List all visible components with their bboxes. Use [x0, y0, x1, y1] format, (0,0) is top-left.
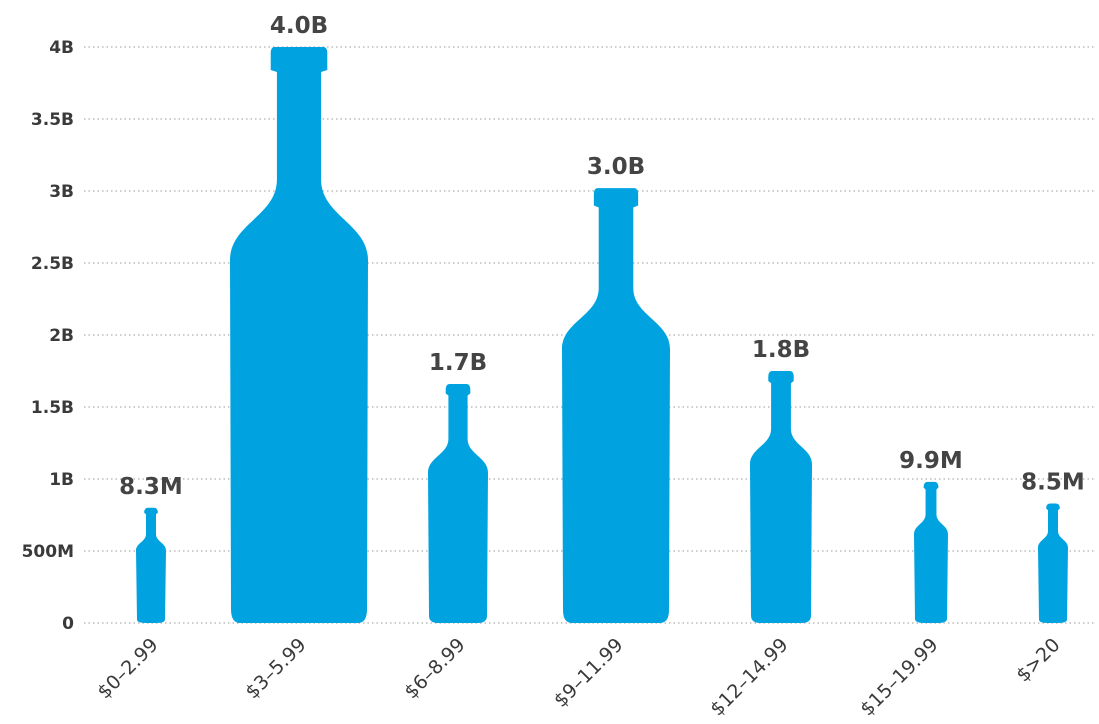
data-label: 1.8B [752, 337, 810, 363]
bottle-bar [136, 507, 166, 623]
data-label: 8.3M [119, 474, 183, 500]
data-label: 4.0B [270, 13, 328, 39]
bars-layer [136, 47, 1068, 623]
bottle-bar [1038, 503, 1068, 623]
y-tick-label: 3.5B [31, 110, 74, 130]
y-tick-label: 3B [49, 182, 74, 202]
bottle-bar [428, 383, 488, 623]
x-category-label: $3–5.99 [241, 634, 310, 703]
x-category-label: $12–14.99 [706, 634, 792, 720]
y-tick-label: 500M [22, 542, 74, 562]
y-tick-label: 2.5B [31, 254, 74, 274]
y-tick-label: 4B [49, 38, 74, 58]
data-label: 3.0B [587, 154, 645, 180]
y-tick-label: 2B [49, 326, 74, 346]
x-category-label: $6–8.99 [400, 634, 469, 703]
bottle-bar [562, 188, 670, 623]
bottle-bar [914, 481, 948, 623]
data-label: 9.9M [899, 448, 963, 474]
y-tick-label: 1B [49, 470, 74, 490]
x-category-label: $15–19.99 [856, 634, 942, 720]
bottle-bar [230, 47, 368, 623]
y-tick-label: 1.5B [31, 398, 74, 418]
bottle-bar [750, 371, 812, 623]
y-tick-label: 0 [62, 614, 74, 634]
data-label: 8.5M [1021, 469, 1085, 495]
x-category-label: $>20 [1012, 634, 1064, 686]
data-label: 1.7B [429, 350, 487, 376]
x-category-label: $0–2.99 [93, 634, 162, 703]
x-category-label: $9–11.99 [550, 634, 628, 712]
